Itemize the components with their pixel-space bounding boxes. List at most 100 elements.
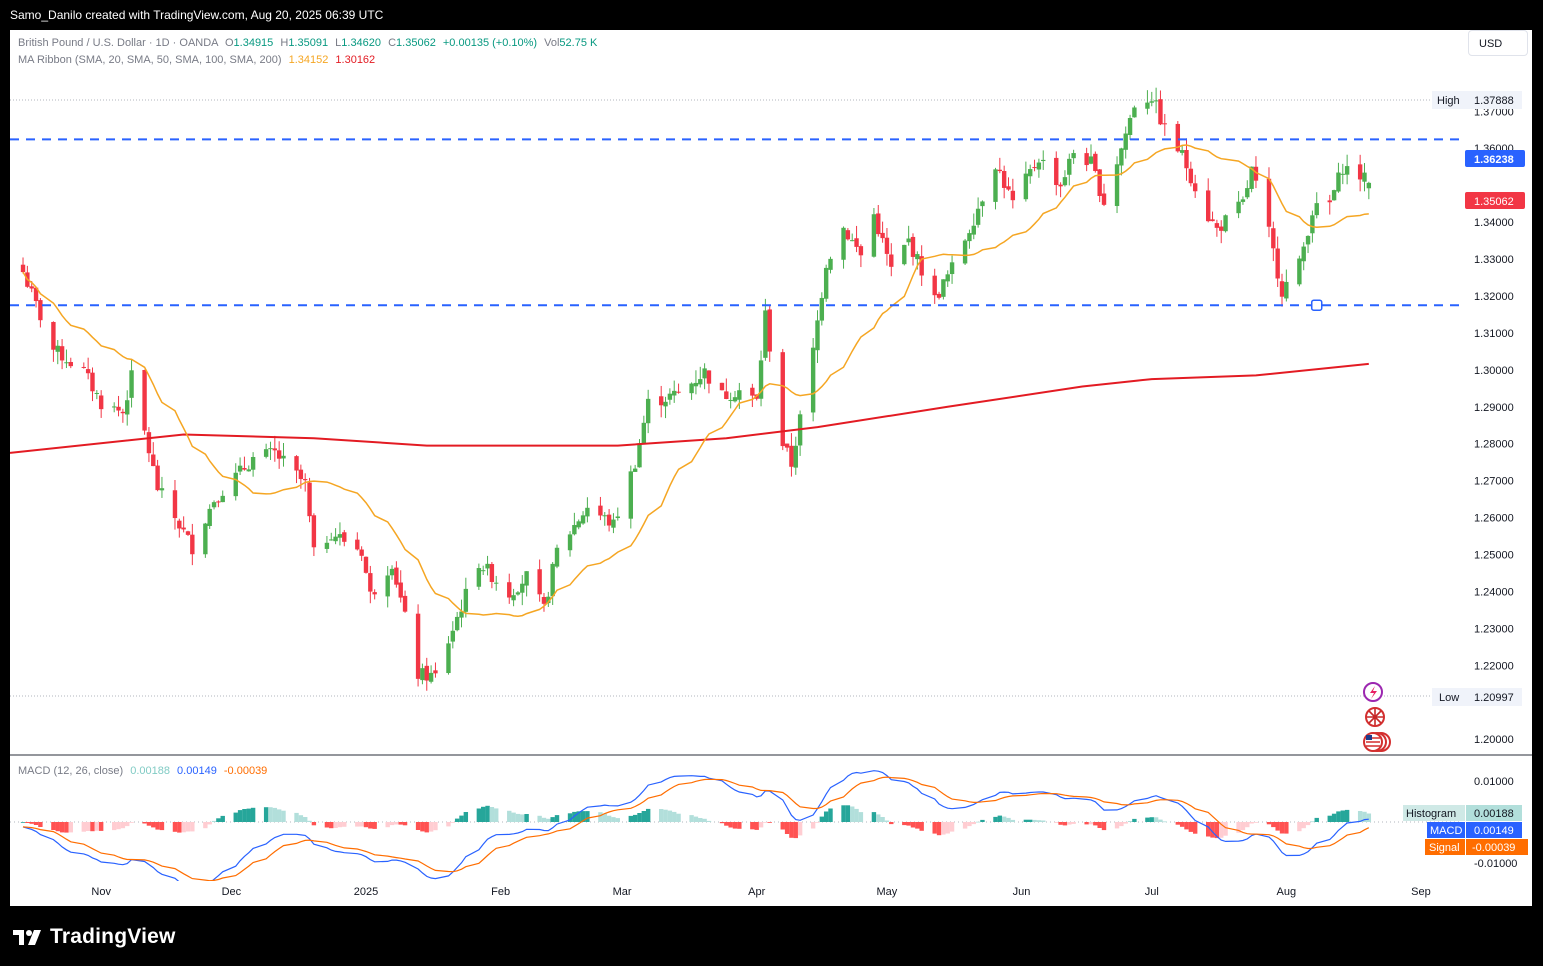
legend-macd[interactable]: MACD (12, 26, close) 0.00188 0.00149 -0.… bbox=[18, 765, 267, 777]
chart-frame bbox=[10, 30, 1532, 906]
histogram-bar bbox=[281, 810, 286, 822]
histogram-bar bbox=[524, 814, 529, 822]
candle-body bbox=[1223, 215, 1228, 232]
time-axis[interactable]: Nov Dec 2025 Feb Mar Apr May Jun Jul Aug Sep bbox=[91, 886, 1430, 898]
histogram-bar bbox=[1206, 822, 1211, 837]
candle-body bbox=[372, 592, 377, 595]
histogram-bar bbox=[1062, 822, 1068, 826]
legend-ma[interactable]: MA Ribbon (SMA, 20, SMA, 50, SMA, 100, S… bbox=[18, 54, 375, 66]
high-label: H bbox=[280, 37, 288, 49]
candle-body bbox=[55, 345, 60, 352]
legend-symbol[interactable]: British Pound / U.S. Dollar · 1D · OANDA… bbox=[18, 37, 598, 49]
candle-body bbox=[1314, 203, 1319, 216]
histogram-bar bbox=[1253, 822, 1259, 823]
candle-body bbox=[758, 360, 764, 399]
candle-body bbox=[667, 393, 673, 400]
low-label-value: 1.20997 bbox=[1474, 692, 1514, 704]
price-axis[interactable]: 1.370001.360001.340001.330001.320001.310… bbox=[1474, 106, 1517, 870]
histogram-bar bbox=[819, 816, 825, 822]
candle-body bbox=[871, 214, 877, 257]
candle-body bbox=[207, 508, 212, 526]
close-value: 1.35062 bbox=[396, 37, 436, 49]
candle-body bbox=[919, 256, 924, 276]
histogram-bar bbox=[758, 822, 764, 828]
histogram-bar bbox=[25, 822, 30, 823]
candle-body bbox=[333, 536, 338, 542]
histogram-bar bbox=[789, 822, 794, 838]
candle-body bbox=[936, 293, 942, 298]
brand-footer[interactable]: TradingView bbox=[12, 922, 176, 952]
histogram-bar bbox=[1123, 822, 1128, 824]
histogram-bar bbox=[1188, 822, 1194, 832]
candle-body bbox=[750, 387, 755, 396]
candle-body bbox=[111, 406, 117, 408]
histogram-bar bbox=[489, 807, 495, 822]
us-flag-icon[interactable] bbox=[1363, 732, 1391, 752]
histogram-bar bbox=[580, 811, 586, 822]
histogram-bar bbox=[793, 822, 798, 839]
candle-body bbox=[993, 169, 998, 202]
histogram-bar bbox=[902, 822, 907, 826]
histogram-bar bbox=[1305, 822, 1311, 826]
candle-body bbox=[94, 392, 100, 394]
candle-body bbox=[572, 525, 577, 535]
price-tick-label: 1.32000 bbox=[1474, 291, 1514, 303]
candle-body bbox=[1301, 246, 1306, 262]
candle-body bbox=[81, 366, 87, 368]
event-icons[interactable] bbox=[1363, 682, 1391, 752]
candle-body bbox=[1023, 173, 1029, 200]
lightning-event-icon[interactable] bbox=[1363, 682, 1383, 702]
time-tick-label: Aug bbox=[1277, 886, 1297, 898]
candle-body bbox=[476, 568, 482, 587]
candle-body bbox=[1097, 169, 1102, 196]
candle-body bbox=[810, 347, 816, 413]
candle-body bbox=[263, 449, 269, 457]
histogram-bar bbox=[693, 816, 699, 822]
candle-body bbox=[1054, 157, 1059, 186]
candle-body bbox=[971, 225, 976, 235]
time-tick-label: Nov bbox=[91, 886, 111, 898]
candle-body bbox=[658, 396, 664, 406]
histogram-bar bbox=[962, 822, 968, 829]
histogram-bar bbox=[915, 822, 920, 829]
candle-body bbox=[676, 391, 681, 393]
histogram-bar bbox=[246, 808, 251, 822]
candle-body bbox=[524, 571, 529, 586]
candle-body bbox=[606, 514, 612, 526]
candle-body bbox=[576, 521, 581, 528]
candle-body bbox=[233, 472, 238, 497]
histogram-bar bbox=[585, 811, 590, 822]
candle-body bbox=[876, 213, 881, 235]
histogram-bar bbox=[797, 822, 803, 836]
signal-line bbox=[22, 776, 1370, 881]
candle-body bbox=[1145, 102, 1150, 109]
histogram-bar bbox=[185, 822, 191, 832]
candle-body bbox=[975, 208, 981, 225]
candle-body bbox=[363, 556, 369, 573]
currency-button[interactable]: USD bbox=[1468, 30, 1528, 56]
candle-body bbox=[424, 665, 429, 681]
candle-body bbox=[155, 465, 160, 491]
candle-body bbox=[967, 233, 972, 242]
histogram-bar bbox=[81, 822, 87, 832]
histogram-bar bbox=[33, 822, 39, 825]
histogram-bar bbox=[111, 822, 117, 831]
candle-body bbox=[64, 362, 69, 364]
histogram-bar bbox=[889, 822, 894, 825]
candle-body bbox=[402, 595, 408, 612]
time-tick-label: May bbox=[877, 886, 898, 898]
histogram-bar bbox=[1297, 822, 1302, 832]
histogram-bar bbox=[116, 822, 121, 830]
uk-flag-icon[interactable] bbox=[1365, 707, 1385, 727]
support-line-handle[interactable] bbox=[1310, 299, 1323, 311]
candle-body bbox=[1071, 153, 1076, 159]
candle-body bbox=[342, 532, 347, 542]
histogram-bar bbox=[541, 817, 547, 822]
histogram-bar bbox=[750, 822, 755, 830]
histogram-bar bbox=[737, 822, 742, 829]
candle-body bbox=[537, 569, 542, 595]
candle-body bbox=[1062, 177, 1068, 186]
histogram-bar bbox=[845, 805, 851, 822]
candle-body bbox=[355, 539, 360, 550]
